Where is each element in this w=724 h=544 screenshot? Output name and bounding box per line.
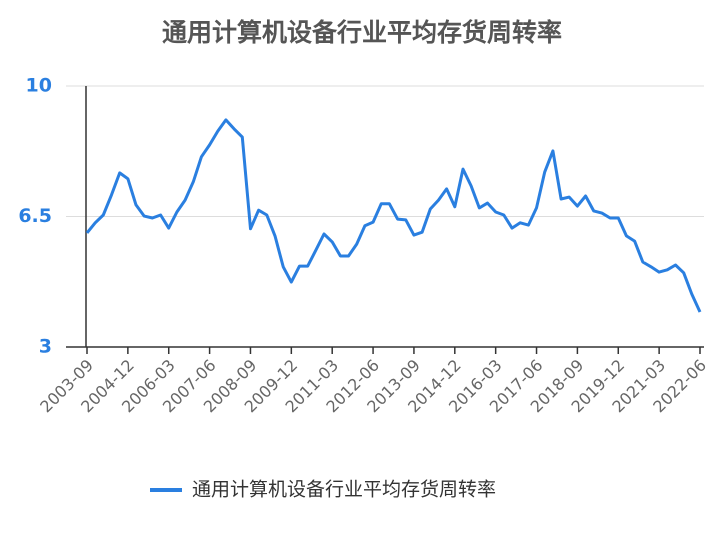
legend-label: 通用计算机设备行业平均存货周转率 — [192, 479, 496, 501]
y-tick-label: 6.5 — [18, 205, 52, 227]
y-tick-label: 10 — [26, 75, 52, 97]
y-tick-label: 3 — [39, 336, 52, 358]
chart-title: 通用计算机设备行业平均存货周转率 — [162, 18, 562, 47]
line — [85, 118, 702, 313]
